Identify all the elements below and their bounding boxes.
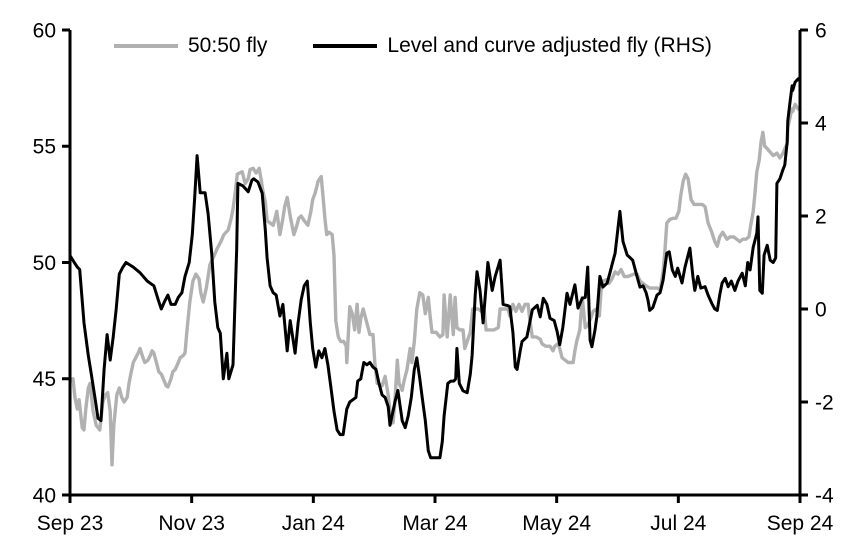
grey-line-swatch-icon — [114, 44, 178, 48]
x-axis-tick-label: Sep 23 — [37, 512, 104, 535]
x-axis-tick-label: Jan 24 — [282, 512, 345, 535]
x-axis-tick-label: Sep 24 — [767, 512, 834, 535]
x-axis-tick-label: Jul 24 — [650, 512, 706, 535]
legend: 50:50 fly Level and curve adjusted fly (… — [114, 33, 712, 59]
black-line-swatch-icon — [313, 44, 378, 48]
left-axis-tick-label: 50 — [33, 252, 56, 275]
right-axis-tick-label: -2 — [815, 391, 834, 414]
x-axis-tick-label: Mar 24 — [402, 512, 468, 535]
left-axis-tick-label: 45 — [33, 368, 56, 391]
right-axis-tick-label: 4 — [815, 112, 827, 135]
x-axis-tick-label: May 24 — [522, 512, 591, 535]
series-line-level-and-curve-adjusted-fly — [68, 77, 802, 460]
right-axis-tick-label: 0 — [815, 298, 827, 321]
right-axis-tick-label: -4 — [815, 484, 834, 507]
left-axis-tick-label: 60 — [33, 19, 56, 42]
legend-item-level-curve-adjusted-fly: Level and curve adjusted fly (RHS) — [313, 33, 712, 59]
left-axis-tick-label: 40 — [33, 484, 56, 507]
right-axis-tick-label: 6 — [815, 19, 827, 42]
series-line-50-50-fly — [68, 102, 802, 467]
legend-label-level-curve-adjusted-fly: Level and curve adjusted fly (RHS) — [387, 34, 712, 57]
right-axis-tick-label: 2 — [815, 205, 827, 228]
legend-label-5050-fly: 50:50 fly — [188, 34, 268, 57]
left-axis-tick-label: 55 — [33, 136, 56, 159]
x-axis-tick-label: Nov 23 — [158, 512, 225, 535]
legend-item-5050-fly: 50:50 fly — [114, 33, 267, 59]
